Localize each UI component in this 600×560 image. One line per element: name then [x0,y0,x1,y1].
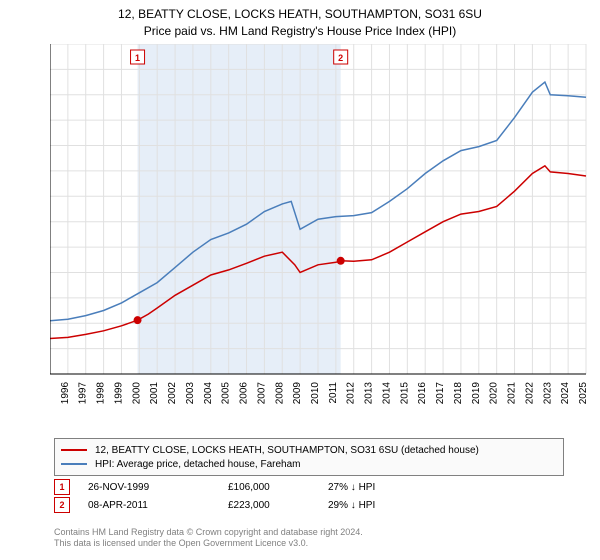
svg-text:2015: 2015 [399,382,410,405]
svg-text:2008: 2008 [274,382,285,405]
svg-text:2014: 2014 [381,382,392,405]
svg-text:2012: 2012 [346,382,357,405]
legend-label-1: 12, BEATTY CLOSE, LOCKS HEATH, SOUTHAMPT… [95,445,479,456]
transaction-marker: 1 [54,479,70,495]
svg-text:2018: 2018 [453,382,464,405]
transaction-pct: 29% ↓ HPI [328,500,448,511]
chart-title: 12, BEATTY CLOSE, LOCKS HEATH, SOUTHAMPT… [0,0,600,40]
svg-text:1995: 1995 [50,382,53,405]
svg-text:2025: 2025 [578,382,589,405]
svg-text:2007: 2007 [256,382,267,405]
title-line-2: Price paid vs. HM Land Registry's House … [0,23,600,40]
svg-text:2020: 2020 [489,382,500,405]
footer-line-2: This data is licensed under the Open Gov… [54,538,574,550]
svg-text:2022: 2022 [524,382,535,405]
svg-text:2023: 2023 [542,382,553,405]
svg-text:2013: 2013 [364,382,375,405]
svg-text:2002: 2002 [167,382,178,405]
footer-attribution: Contains HM Land Registry data © Crown c… [54,527,574,550]
price-chart: £0£50K£100K£150K£200K£250K£300K£350K£400… [50,44,590,404]
svg-text:2021: 2021 [507,382,518,405]
transaction-row: 1 26-NOV-1999£106,00027% ↓ HPI [54,478,564,496]
title-line-1: 12, BEATTY CLOSE, LOCKS HEATH, SOUTHAMPT… [0,6,600,23]
transaction-price: £106,000 [228,482,328,493]
svg-text:1996: 1996 [60,382,71,405]
svg-text:1998: 1998 [96,382,107,405]
svg-text:2017: 2017 [435,382,446,405]
svg-text:2010: 2010 [310,382,321,405]
svg-text:2004: 2004 [203,382,214,405]
svg-text:1997: 1997 [78,382,89,405]
legend-swatch-1 [61,449,87,451]
svg-text:2016: 2016 [417,382,428,405]
transaction-date: 08-APR-2011 [88,500,228,511]
transaction-rows: 1 26-NOV-1999£106,00027% ↓ HPI 2 08-APR-201… [54,478,564,514]
svg-text:2001: 2001 [149,382,160,405]
svg-text:2011: 2011 [328,382,339,404]
transaction-row: 2 08-APR-2011£223,00029% ↓ HPI [54,496,564,514]
svg-text:2000: 2000 [131,382,142,405]
svg-text:2009: 2009 [292,382,303,405]
transaction-pct: 27% ↓ HPI [328,482,448,493]
transaction-date: 26-NOV-1999 [88,482,228,493]
transaction-marker: 2 [54,497,70,513]
legend: 12, BEATTY CLOSE, LOCKS HEATH, SOUTHAMPT… [54,438,564,476]
footer-line-1: Contains HM Land Registry data © Crown c… [54,527,574,539]
legend-swatch-2 [61,463,87,465]
svg-text:2006: 2006 [239,382,250,405]
legend-label-2: HPI: Average price, detached house, Fare… [95,459,301,470]
svg-text:2024: 2024 [560,382,571,405]
svg-text:2003: 2003 [185,382,196,405]
svg-text:1999: 1999 [113,382,124,405]
transaction-price: £223,000 [228,500,328,511]
svg-text:1: 1 [135,53,140,63]
svg-text:2005: 2005 [221,382,232,405]
svg-text:2019: 2019 [471,382,482,405]
legend-row-2: HPI: Average price, detached house, Fare… [61,457,557,471]
svg-text:2: 2 [338,53,343,63]
legend-row-1: 12, BEATTY CLOSE, LOCKS HEATH, SOUTHAMPT… [61,443,557,457]
